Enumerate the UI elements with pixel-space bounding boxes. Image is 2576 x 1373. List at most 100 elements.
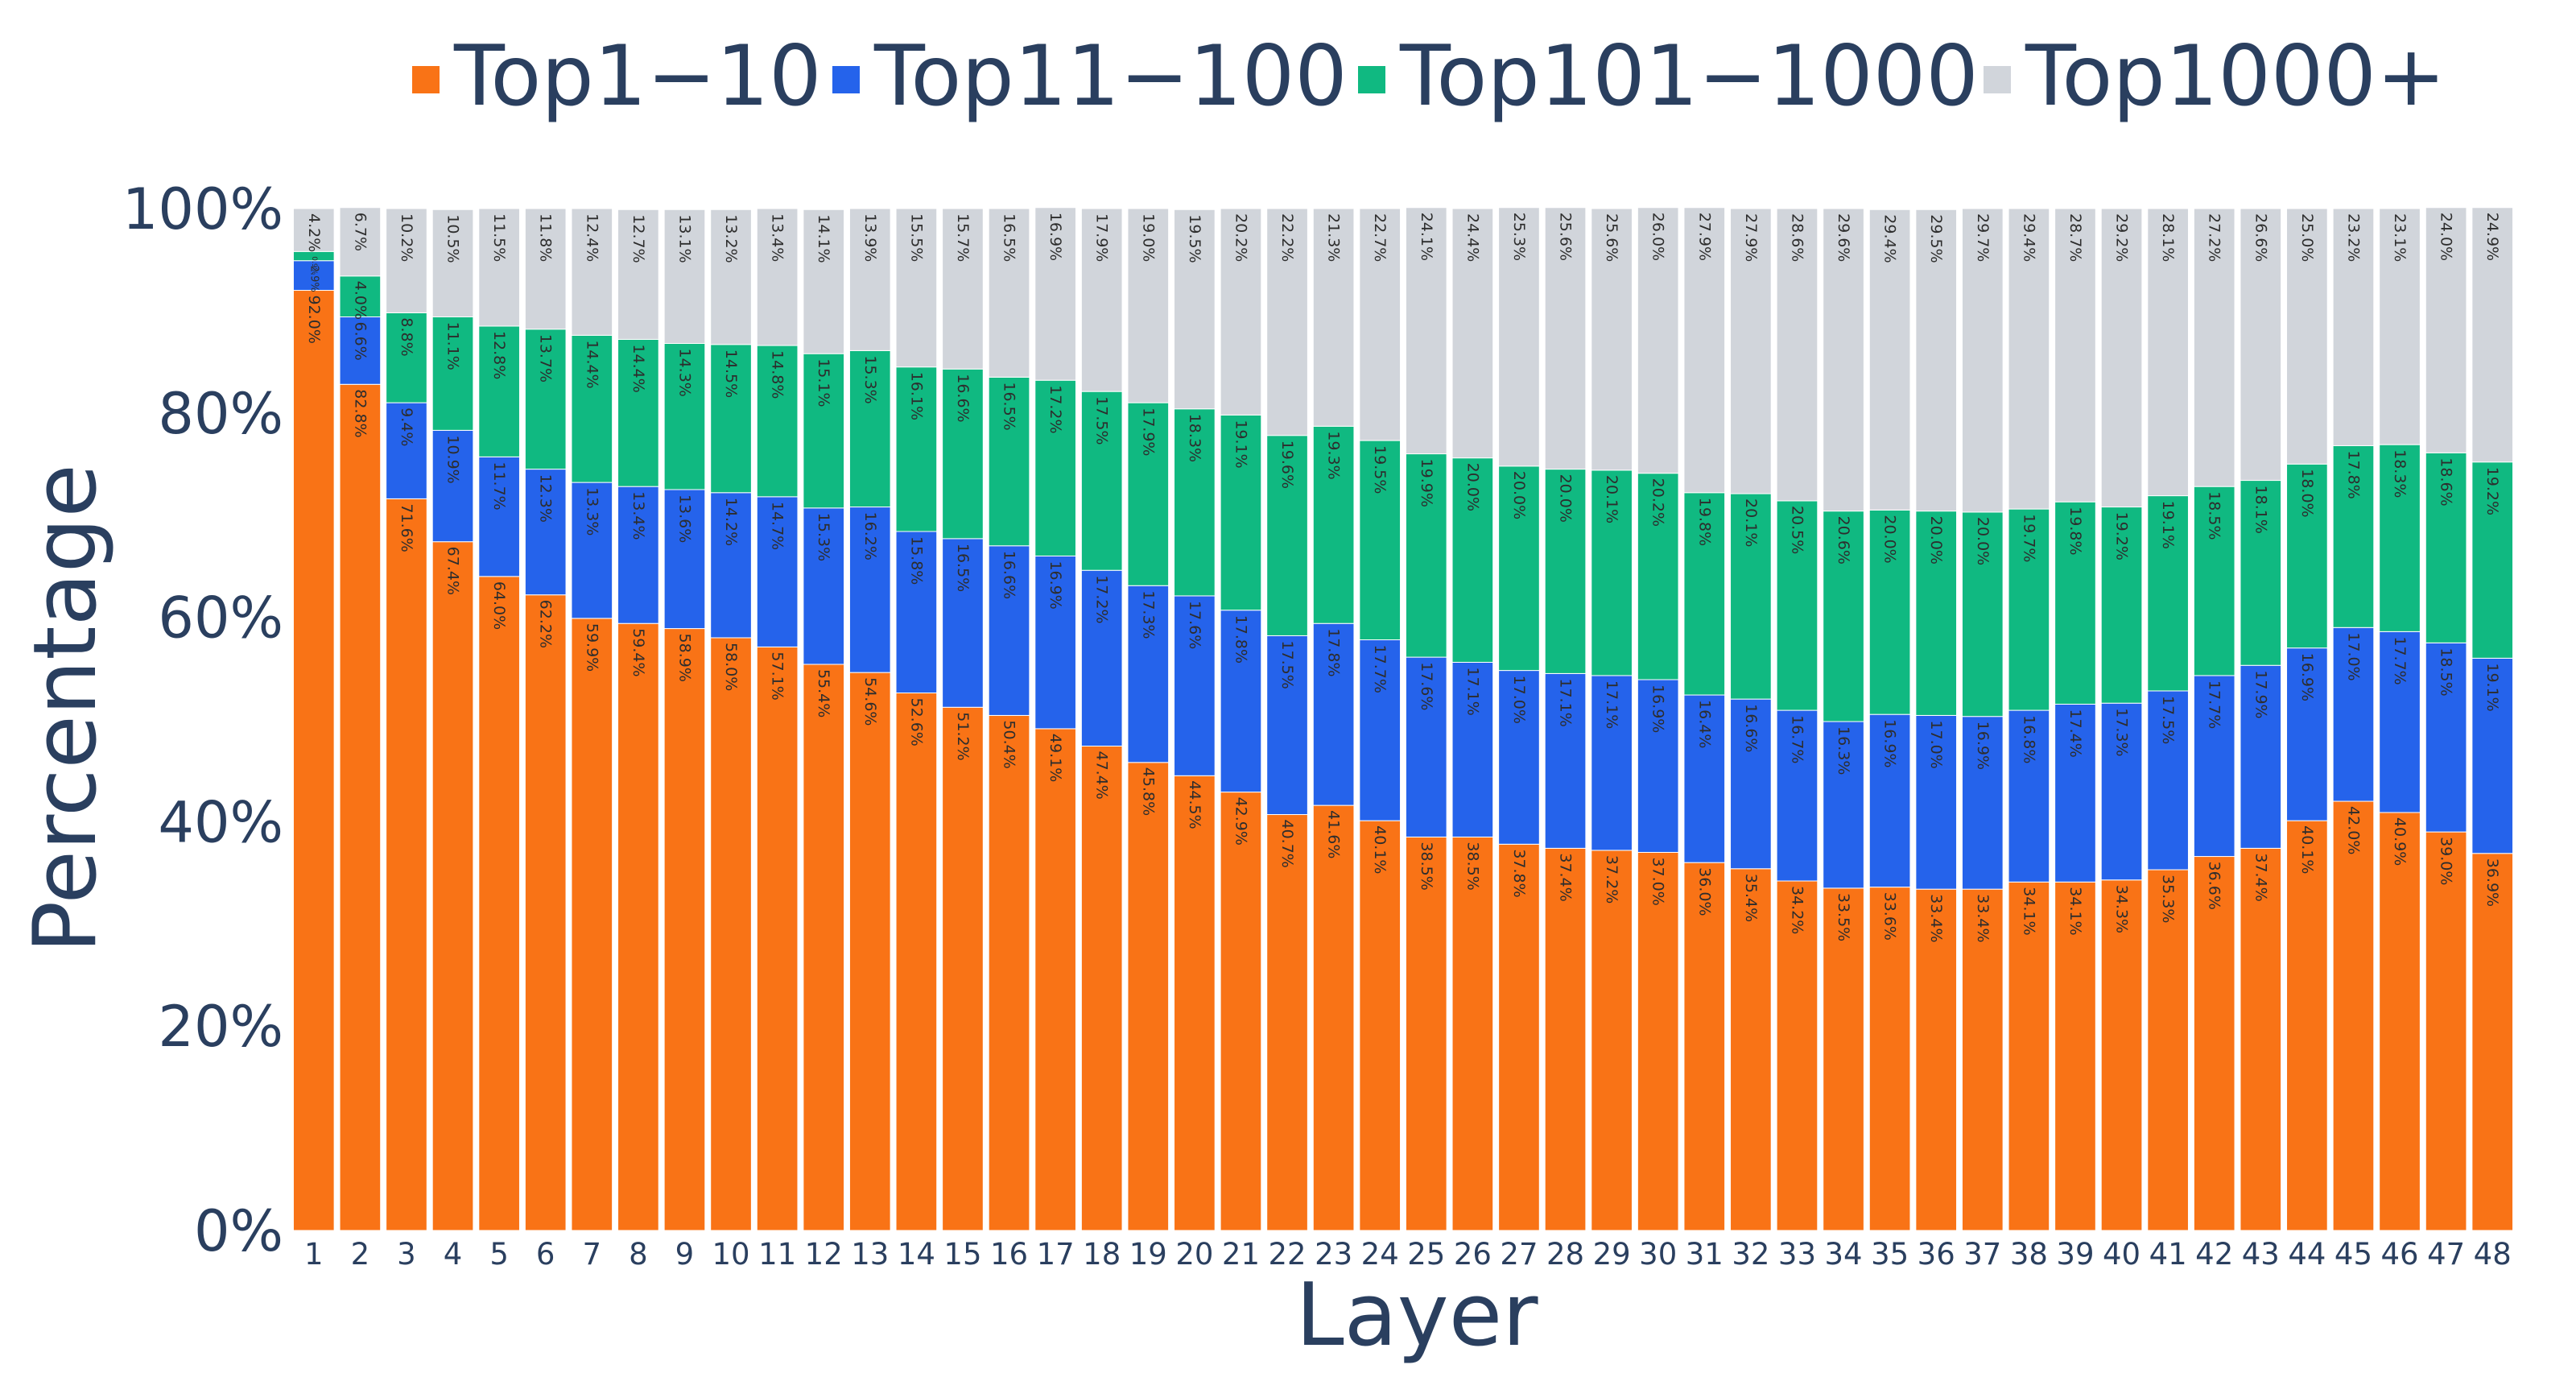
data-label: 10.5% <box>444 214 462 263</box>
data-label: 44.5% <box>1186 780 1203 829</box>
x-tick-label: 32 <box>1732 1237 1769 1272</box>
y-tick-label: 100% <box>122 176 283 242</box>
bar-segment <box>340 384 381 1230</box>
data-label: 17.4% <box>2066 709 2084 757</box>
data-label: 58.0% <box>722 643 740 691</box>
data-label: 28.1% <box>2159 213 2177 262</box>
bar-segment <box>2148 870 2189 1230</box>
data-label: 17.1% <box>1557 678 1575 726</box>
x-tick-label: 15 <box>943 1237 981 1272</box>
data-label: 92.0% <box>305 296 323 344</box>
data-label: 16.6% <box>954 374 972 422</box>
data-label: 17.6% <box>1186 601 1203 649</box>
data-label: 33.6% <box>1881 892 1899 941</box>
data-label: 18.3% <box>2391 449 2409 498</box>
y-tick-label: 20% <box>158 994 283 1060</box>
data-label: 50.4% <box>1001 720 1018 768</box>
data-label: 20.5% <box>1788 506 1806 554</box>
data-label: 37.4% <box>2252 853 2269 901</box>
data-label: 20.0% <box>1974 517 1992 565</box>
bar-segment <box>1220 792 1261 1230</box>
x-tick-label: 46 <box>2380 1237 2418 1272</box>
x-tick-label: 11 <box>758 1237 796 1272</box>
bar-segment <box>525 595 566 1230</box>
bar-segment <box>1035 729 1076 1230</box>
data-label: 15.7% <box>954 213 972 262</box>
data-label: 21.3% <box>1325 213 1343 262</box>
data-label: 14.8% <box>769 350 786 399</box>
data-label: 19.5% <box>1371 445 1389 494</box>
data-label: 11.1% <box>444 322 462 370</box>
bar-segment <box>293 291 334 1230</box>
data-label: 18.3% <box>1186 414 1203 462</box>
data-label: 15.5% <box>907 213 925 262</box>
data-label: 35.4% <box>1742 874 1760 922</box>
bar-segment <box>896 693 937 1230</box>
data-label: 34.3% <box>2113 885 2131 933</box>
x-tick-label: 43 <box>2242 1237 2280 1272</box>
bar-segment <box>1499 844 1540 1230</box>
bar-segment <box>849 672 890 1230</box>
data-label: 16.9% <box>1046 213 1064 261</box>
data-label: 17.3% <box>1139 590 1157 639</box>
data-label: 14.3% <box>675 349 693 397</box>
data-label: 34.1% <box>2066 887 2084 935</box>
data-label: 51.2% <box>954 712 972 760</box>
data-label: 20.0% <box>1881 515 1899 563</box>
bar-segment <box>1081 746 1122 1230</box>
data-label: 18.6% <box>2438 457 2455 506</box>
x-tick-label: 37 <box>1963 1237 2001 1272</box>
x-tick-label: 13 <box>851 1237 889 1272</box>
data-label: 6.6% <box>351 322 369 361</box>
data-label: 6.7% <box>351 213 369 251</box>
bar-segment <box>572 618 613 1230</box>
x-tick-label: 39 <box>2056 1237 2094 1272</box>
legend-swatch <box>832 66 860 93</box>
x-tick-label: 48 <box>2474 1237 2512 1272</box>
y-axis-ticks: 0%20%40%60%80%100% <box>122 176 283 1264</box>
data-label: 49.1% <box>1046 734 1064 782</box>
data-label: 17.7% <box>2391 636 2409 684</box>
x-tick-label: 16 <box>990 1237 1028 1272</box>
bar-segment <box>386 498 427 1230</box>
data-label: 15.1% <box>815 358 832 407</box>
x-tick-label: 34 <box>1824 1237 1862 1272</box>
x-tick-label: 12 <box>805 1237 843 1272</box>
x-tick-label: 36 <box>1918 1237 1955 1272</box>
data-label: 18.5% <box>2206 491 2223 540</box>
data-label: 17.5% <box>1278 640 1296 689</box>
data-label: 35.3% <box>2159 875 2177 923</box>
data-label: 20.0% <box>1557 474 1575 523</box>
x-tick-label: 10 <box>712 1237 749 1272</box>
data-label: 82.8% <box>351 389 369 437</box>
legend-swatch <box>1984 66 2011 93</box>
stacked-bar-chart: Top1−10 Top11−100 Top101−1000 Top1000+ 0%20… <box>0 0 2576 1369</box>
data-label: 19.7% <box>2020 514 2037 562</box>
data-label: 25.3% <box>1510 213 1528 261</box>
data-label: 16.6% <box>1001 551 1018 599</box>
data-label: 17.0% <box>2344 632 2362 680</box>
data-label: 33.4% <box>1927 894 1945 942</box>
data-label: 16.9% <box>1974 722 1992 770</box>
data-label: 16.2% <box>861 512 879 560</box>
data-label: 54.6% <box>861 677 879 726</box>
data-label: 14.2% <box>722 498 740 546</box>
data-label: 37.2% <box>1603 855 1620 904</box>
data-label: 15.8% <box>907 536 925 585</box>
data-label: 16.5% <box>954 544 972 592</box>
x-tick-label: 41 <box>2149 1237 2187 1272</box>
data-label: 40.9% <box>2391 817 2409 866</box>
data-label: 26.6% <box>2252 213 2269 262</box>
bar-segment <box>1591 850 1633 1230</box>
data-label: 17.9% <box>2252 670 2269 718</box>
data-label: 23.2% <box>2344 213 2362 262</box>
data-label: 55.4% <box>815 669 832 718</box>
chart-container: Top1−10 Top11−100 Top101−1000 Top1000+ 0% 20… <box>0 0 2576 1369</box>
bar-segment <box>2194 857 2235 1230</box>
data-label: 16.9% <box>1046 560 1064 609</box>
data-label: 20.0% <box>1463 463 1481 511</box>
data-label: 33.4% <box>1974 894 1992 942</box>
data-label: 28.7% <box>2066 213 2084 262</box>
data-label: 19.9% <box>1418 459 1435 507</box>
data-label: 16.8% <box>2020 715 2037 763</box>
